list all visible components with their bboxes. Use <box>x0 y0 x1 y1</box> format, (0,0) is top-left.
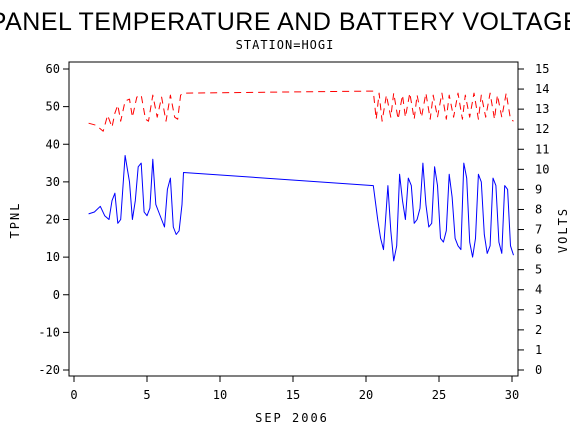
right-y-tick-label: 8 <box>535 202 542 216</box>
right-y-tick-label: 0 <box>535 363 542 377</box>
x-tick-label: 10 <box>213 388 227 402</box>
left-y-tick-label: 30 <box>46 175 60 189</box>
battery-voltage-line <box>88 90 514 132</box>
right-y-tick-label: 11 <box>535 142 549 156</box>
right-y-tick-label: 1 <box>535 343 542 357</box>
left-y-axis-label: TPNL <box>8 202 22 239</box>
right-y-tick-label: 7 <box>535 223 542 237</box>
right-y-tick-label: 9 <box>535 182 542 196</box>
left-y-tick-label: -20 <box>38 363 60 377</box>
plot-frame <box>68 61 519 377</box>
chart-title: PANEL TEMPERATURE AND BATTERY VOLTAGE <box>0 8 570 36</box>
panel-temperature-line <box>88 155 514 262</box>
x-tick-label: 5 <box>143 388 150 402</box>
right-y-tick-label: 10 <box>535 162 549 176</box>
left-y-tick-label: -10 <box>38 325 60 339</box>
x-tick-label: 0 <box>70 388 77 402</box>
left-y-tick-label: 0 <box>53 288 60 302</box>
right-y-tick-label: 15 <box>535 62 549 76</box>
right-y-tick-label: 2 <box>535 323 542 337</box>
x-axis-ticks: 0 5 10 15 20 25 30 <box>70 376 519 402</box>
right-y-tick-label: 4 <box>535 283 542 297</box>
left-y-tick-label: 40 <box>46 137 60 151</box>
x-tick-label: 25 <box>432 388 446 402</box>
right-y-tick-label: 13 <box>535 102 549 116</box>
left-y-tick-label: 20 <box>46 213 60 227</box>
right-y-tick-label: 12 <box>535 122 549 136</box>
x-axis-label: SEP 2006 <box>255 411 329 425</box>
x-tick-label: 30 <box>505 388 519 402</box>
right-y-axis-label: VOLTS <box>556 207 570 253</box>
series-layer <box>88 90 514 262</box>
left-y-tick-label: 50 <box>46 100 60 114</box>
left-y-axis-ticks: -20 -10 0 10 20 30 40 50 60 <box>38 62 69 377</box>
chart-subtitle: STATION=HOGI <box>236 38 335 52</box>
x-tick-label: 20 <box>359 388 373 402</box>
right-y-tick-label: 5 <box>535 263 542 277</box>
left-y-tick-label: 10 <box>46 250 60 264</box>
right-y-tick-label: 6 <box>535 243 542 257</box>
right-y-tick-label: 14 <box>535 82 549 96</box>
x-tick-label: 15 <box>286 388 300 402</box>
left-y-tick-label: 60 <box>46 62 60 76</box>
right-y-tick-label: 3 <box>535 303 542 317</box>
